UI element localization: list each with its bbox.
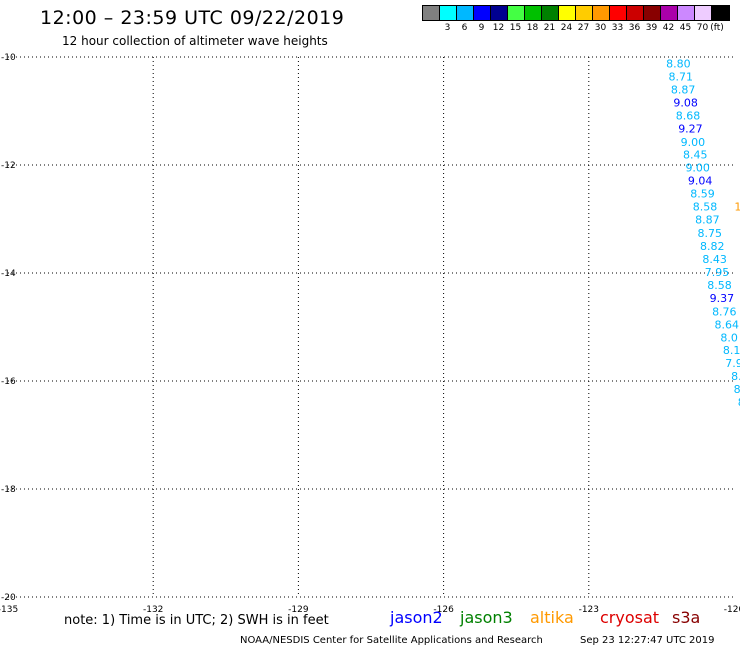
lat-tick-label: -16 <box>1 377 16 387</box>
legend-swatch <box>508 6 525 20</box>
legend-label: 9 <box>478 23 485 33</box>
legend-swatch <box>542 6 559 20</box>
swh-label: 8. <box>734 383 740 396</box>
satellite-altika: altika <box>530 608 574 627</box>
lon-tick-label: -123 <box>579 605 599 615</box>
legend-swatch <box>474 6 491 20</box>
legend-labels: 3 6 9 12 15 18 21 24 27 30 33 36 39 42 45 70 (ft) <box>422 21 730 33</box>
swh-label: 9.37 <box>710 292 735 305</box>
swh-label: 8.58 <box>693 201 718 214</box>
lat-tick-label: -14 <box>1 269 16 279</box>
swh-label: 8.68 <box>676 109 701 122</box>
swh-label: 8.59 <box>690 188 715 201</box>
legend-label: 6 <box>461 23 468 33</box>
satellite-jason2: jason2 <box>390 608 443 627</box>
legend-swatch <box>593 6 610 20</box>
legend-swatch <box>491 6 508 20</box>
swh-label: 8.71 <box>669 70 694 83</box>
lon-tick-label: -135 <box>0 605 18 615</box>
satellite-jason3: jason3 <box>460 608 513 627</box>
swh-label: 8.64 <box>714 318 739 331</box>
lat-tick-label: -18 <box>1 485 16 495</box>
legend-label: 18 <box>526 23 539 33</box>
legend-label: 33 <box>611 23 624 33</box>
lon-tick-label: -126 <box>433 605 454 615</box>
legend-label: 36 <box>628 23 641 33</box>
map-subtitle: 12 hour collection of altimeter wave hei… <box>62 34 328 48</box>
swh-label: 8.76 <box>712 305 737 318</box>
legend-swatch <box>559 6 576 20</box>
legend-label: 30 <box>594 23 607 33</box>
swh-label: 8.43 <box>702 253 727 266</box>
lat-tick-label: -12 <box>1 161 16 171</box>
footnote: note: 1) Time is in UTC; 2) SWH is in fe… <box>64 613 329 628</box>
lon-tick-label: -129 <box>288 605 309 615</box>
lat-tick-label: -10 <box>1 53 16 63</box>
swh-label: 8.82 <box>700 240 725 253</box>
legend-swatch <box>644 6 661 20</box>
swh-label: 8. <box>731 370 740 383</box>
legend-swatch <box>576 6 593 20</box>
legend-swatch <box>695 6 712 20</box>
legend-label: 24 <box>560 23 573 33</box>
legend-swatch <box>678 6 695 20</box>
swh-label: 8 <box>738 396 740 409</box>
timestamp: Sep 23 12:27:47 UTC 2019 <box>580 635 715 646</box>
swh-label: 9.00 <box>685 162 710 175</box>
legend-unit: (ft) <box>710 23 724 33</box>
legend-swatch <box>610 6 627 20</box>
swh-label: 8.1 <box>723 344 740 357</box>
swh-label: 8.87 <box>695 214 720 227</box>
color-legend: 3 6 9 12 15 18 21 24 27 30 33 36 39 42 45 70 (ft) <box>422 5 730 33</box>
lon-tick-label: -120 <box>724 605 740 615</box>
legend-label: 3 <box>444 23 451 33</box>
satellite-s3a: s3a <box>672 608 701 627</box>
legend-swatch <box>440 6 457 20</box>
swh-label: 7.9 <box>725 357 740 370</box>
legend-swatches <box>422 5 730 21</box>
swh-label: 8.75 <box>698 227 723 240</box>
legend-swatch <box>661 6 678 20</box>
legend-label: 12 <box>492 23 505 33</box>
swh-label: 9.27 <box>678 122 703 135</box>
legend-swatch <box>525 6 542 20</box>
legend-swatch <box>423 6 440 20</box>
lon-tick-label: -132 <box>143 605 163 615</box>
legend-label: 45 <box>679 23 692 33</box>
swh-label: 8.58 <box>707 279 732 292</box>
legend-swatch <box>627 6 644 20</box>
swh-label: 1 <box>734 201 740 214</box>
swh-label: 9.08 <box>673 96 698 109</box>
legend-label: 39 <box>645 23 658 33</box>
swh-label: 8.87 <box>671 83 696 96</box>
swh-label: 7.95 <box>705 266 730 279</box>
swh-label: 8.45 <box>683 149 708 162</box>
lat-tick-label: -20 <box>1 593 16 603</box>
legend-label: 42 <box>662 23 675 33</box>
legend-label: 15 <box>509 23 522 33</box>
satellite-cryosat: cryosat <box>600 608 660 627</box>
swh-label: 8.80 <box>666 57 691 70</box>
swh-label: 8.0 <box>720 331 738 344</box>
legend-label: 70 <box>696 23 709 33</box>
swh-label: 9.00 <box>681 136 706 149</box>
legend-swatch <box>457 6 474 20</box>
legend-label: 27 <box>577 23 590 33</box>
map-title: 12:00 – 23:59 UTC 09/22/2019 <box>40 7 345 29</box>
legend-swatch <box>712 6 729 20</box>
credit-line: NOAA/NESDIS Center for Satellite Applica… <box>240 635 543 646</box>
swh-label: 9.04 <box>688 175 713 188</box>
legend-label: 21 <box>543 23 556 33</box>
